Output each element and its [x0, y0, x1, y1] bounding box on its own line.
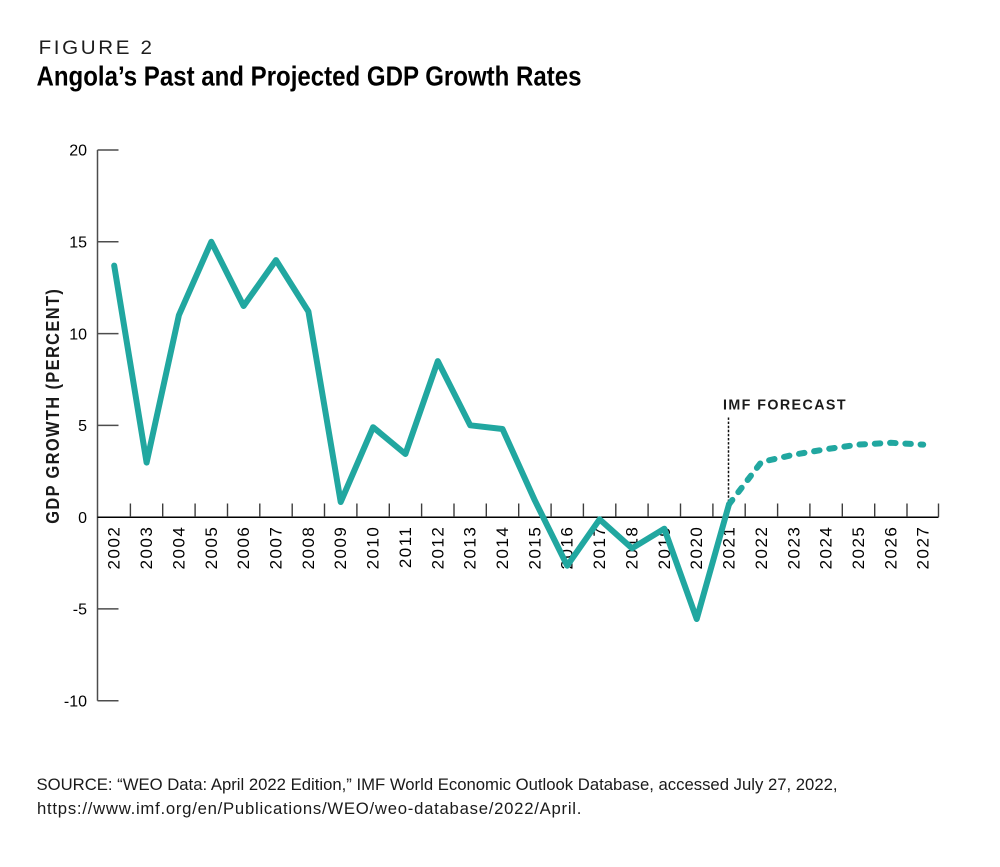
svg-text:2024: 2024	[817, 526, 836, 570]
svg-text:2013: 2013	[461, 526, 480, 570]
svg-text:10: 10	[69, 326, 87, 343]
svg-text:2005: 2005	[202, 526, 221, 570]
svg-text:15: 15	[69, 235, 87, 252]
svg-text:2010: 2010	[364, 526, 383, 570]
svg-text:2021: 2021	[720, 526, 739, 570]
svg-text:0: 0	[78, 510, 87, 527]
svg-text:2012: 2012	[428, 526, 447, 570]
svg-text:2007: 2007	[267, 526, 286, 570]
svg-text:2026: 2026	[881, 526, 900, 570]
svg-text:2003: 2003	[137, 526, 156, 570]
svg-text:2020: 2020	[687, 526, 706, 570]
svg-text:FIGURE 2: FIGURE 2	[39, 37, 155, 59]
svg-text:2006: 2006	[234, 526, 253, 570]
svg-text:2002: 2002	[105, 526, 124, 570]
svg-text:2017: 2017	[590, 526, 609, 570]
svg-text:2014: 2014	[493, 526, 512, 570]
svg-text:2022: 2022	[752, 526, 771, 570]
svg-text:2025: 2025	[849, 526, 868, 570]
svg-text:5: 5	[78, 418, 87, 435]
svg-text:20: 20	[69, 143, 87, 160]
svg-text:Angola’s Past and Projected GD: Angola’s Past and Projected GDP Growth R…	[37, 60, 582, 91]
svg-text:IMF FORECAST: IMF FORECAST	[723, 396, 847, 413]
svg-text:SOURCE: “WEO Data: April 2022: SOURCE: “WEO Data: April 2022 Edition,” …	[37, 775, 838, 794]
svg-text:2023: 2023	[784, 526, 803, 570]
svg-text:2009: 2009	[331, 526, 350, 570]
svg-text:-5: -5	[73, 602, 87, 619]
svg-text:2004: 2004	[169, 526, 188, 570]
svg-text:2011: 2011	[396, 526, 415, 569]
svg-text:-10: -10	[64, 693, 87, 710]
svg-text:2027: 2027	[914, 526, 933, 570]
svg-text:2015: 2015	[525, 526, 544, 570]
svg-text:GDP GROWTH (PERCENT): GDP GROWTH (PERCENT)	[43, 288, 63, 524]
svg-text:https://www.imf.org/en/Publica: https://www.imf.org/en/Publications/WEO/…	[37, 799, 582, 818]
svg-text:2008: 2008	[299, 526, 318, 570]
